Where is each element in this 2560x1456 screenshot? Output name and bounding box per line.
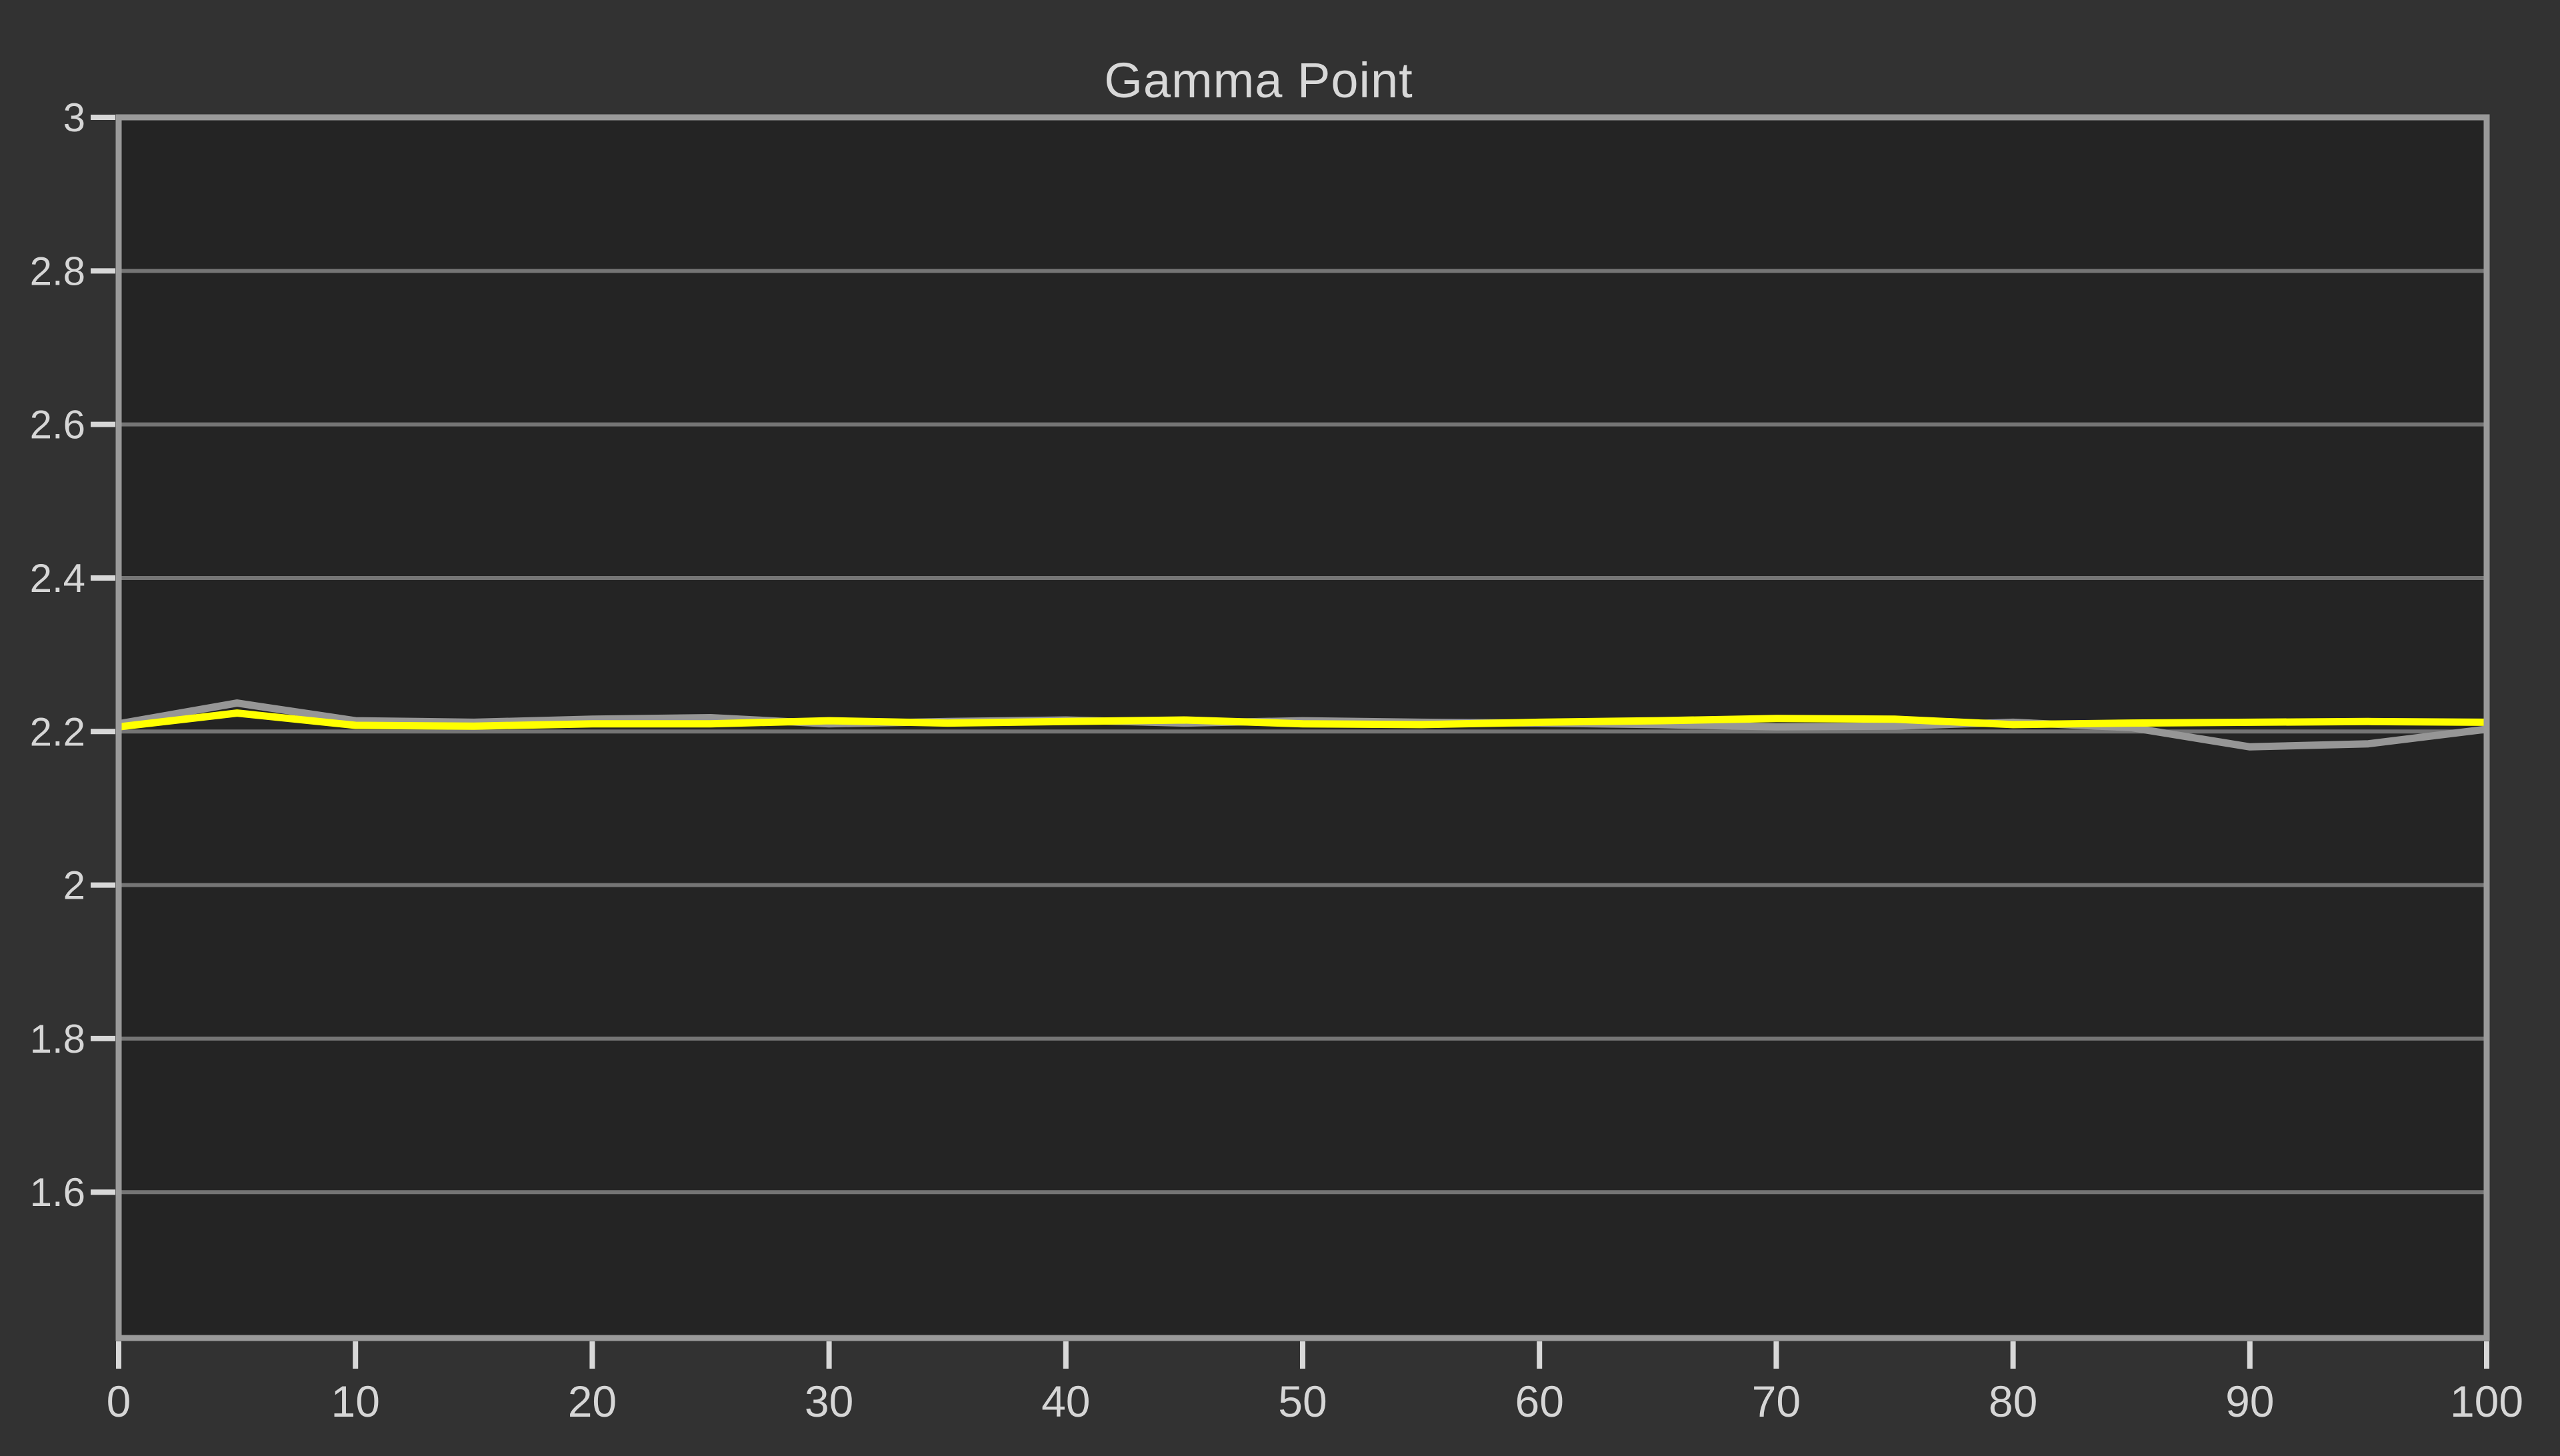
x-tick-label: 40	[1041, 1377, 1090, 1426]
chart-title: Gamma Point	[1104, 53, 1413, 108]
y-tick-label: 1.8	[30, 1017, 85, 1061]
plot-border	[115, 114, 2490, 1341]
x-tick-label: 60	[1515, 1377, 1563, 1426]
y-tick-label: 2.8	[30, 249, 85, 293]
y-tick-label: 2	[63, 863, 85, 908]
x-tick-label: 80	[1989, 1377, 2037, 1426]
x-tick-label: 0	[107, 1377, 131, 1426]
y-tick-label: 3	[63, 95, 85, 140]
y-tick-label: 2.6	[30, 403, 85, 447]
x-tick-label: 20	[568, 1377, 617, 1426]
y-tick-label: 2.4	[30, 556, 85, 601]
x-tick-label: 70	[1752, 1377, 1801, 1426]
y-tick-label: 1.6	[30, 1170, 85, 1215]
x-tick-label: 10	[331, 1377, 379, 1426]
y-tick-label: 2.2	[30, 709, 85, 754]
x-tick-label: 50	[1278, 1377, 1327, 1426]
x-tick-label: 90	[2225, 1377, 2274, 1426]
x-tick-label: 100	[2450, 1377, 2523, 1426]
series-line-measured-gamma	[118, 709, 2487, 731]
x-tick-label: 30	[805, 1377, 853, 1426]
